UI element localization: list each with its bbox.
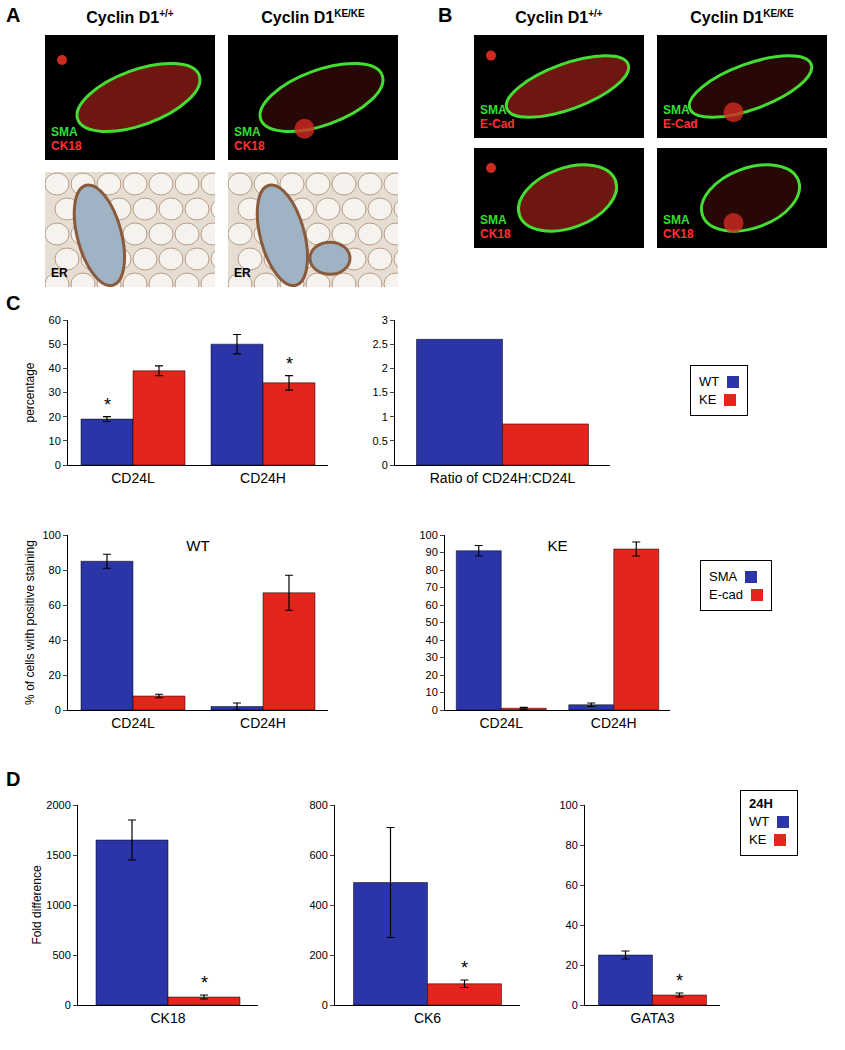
- svg-text:30: 30: [426, 651, 438, 663]
- html-text:E-cad: E-cad: [709, 587, 743, 602]
- svg-text:90: 90: [426, 546, 438, 558]
- html-text:24H: 24H: [749, 796, 773, 811]
- svg-text:CD24L: CD24L: [479, 715, 523, 731]
- svg-text:*: *: [104, 395, 111, 415]
- svg-text:80: 80: [566, 839, 578, 851]
- html-text:B: B: [438, 4, 453, 26]
- svg-text:CD24H: CD24H: [240, 715, 286, 731]
- svg-text:CD24H: CD24H: [240, 470, 286, 486]
- svg-text:KE: KE: [547, 537, 567, 554]
- svg-text:1500: 1500: [46, 849, 70, 861]
- svg-text:40: 40: [49, 634, 61, 646]
- html-text:CK18: CK18: [663, 227, 694, 241]
- svg-text:1: 1: [382, 411, 388, 423]
- html-text:CK18: CK18: [234, 139, 265, 153]
- svg-text:60: 60: [49, 314, 61, 326]
- svg-text:CD24L: CD24L: [111, 715, 155, 731]
- html-text:KE: KE: [749, 832, 767, 847]
- svg-text:CK18: CK18: [150, 1010, 185, 1026]
- html-text:SMA: SMA: [663, 103, 690, 117]
- html-text:A: A: [6, 4, 21, 26]
- svg-text:2.5: 2.5: [373, 338, 388, 350]
- svg-text:*: *: [201, 973, 208, 993]
- svg-text:0: 0: [322, 999, 328, 1011]
- svg-text:2000: 2000: [46, 799, 70, 811]
- svg-text:20: 20: [49, 411, 61, 423]
- svg-text:Ratio of CD24H:CD24L: Ratio of CD24H:CD24L: [430, 470, 576, 486]
- svg-text:CD24L: CD24L: [111, 470, 155, 486]
- svg-text:100: 100: [559, 799, 577, 811]
- svg-text:200: 200: [309, 949, 327, 961]
- svg-text:10: 10: [426, 686, 438, 698]
- html-text:D: D: [6, 768, 21, 790]
- svg-text:500: 500: [52, 949, 70, 961]
- svg-text:80: 80: [426, 564, 438, 576]
- svg-text:0: 0: [55, 459, 61, 471]
- svg-text:70: 70: [426, 581, 438, 593]
- html-text:WT: WT: [749, 814, 770, 829]
- svg-text:50: 50: [426, 616, 438, 628]
- svg-text:50: 50: [49, 338, 61, 350]
- html-text:E-Cad: E-Cad: [480, 117, 515, 131]
- svg-text:% of cells with positive stain: % of cells with positive staining: [23, 540, 37, 705]
- svg-text:600: 600: [309, 849, 327, 861]
- html-text:SMA: SMA: [709, 569, 738, 584]
- svg-text:400: 400: [309, 899, 327, 911]
- html-text:KE: KE: [699, 392, 717, 407]
- svg-text:40: 40: [566, 919, 578, 931]
- html-text:CK18: CK18: [480, 227, 511, 241]
- svg-text:0: 0: [432, 704, 438, 716]
- svg-text:60: 60: [49, 599, 61, 611]
- svg-text:1.5: 1.5: [373, 386, 388, 398]
- svg-text:0: 0: [65, 999, 71, 1011]
- html-text:CK18: CK18: [51, 139, 82, 153]
- svg-text:40: 40: [49, 362, 61, 374]
- html-text:Cyclin D1+/+: Cyclin D1+/+: [86, 8, 174, 27]
- svg-text:*: *: [676, 971, 683, 991]
- svg-text:percentage: percentage: [23, 362, 37, 422]
- svg-text:40: 40: [426, 634, 438, 646]
- html-text:ER: ER: [234, 266, 251, 280]
- html-text:E-Cad: E-Cad: [663, 117, 698, 131]
- html-text:Cyclin D1KE/KE: Cyclin D1KE/KE: [690, 8, 794, 27]
- svg-text:1000: 1000: [46, 899, 70, 911]
- svg-text:*: *: [461, 958, 468, 978]
- svg-text:30: 30: [49, 386, 61, 398]
- html-text:SMA: SMA: [480, 213, 507, 227]
- html-text:SMA: SMA: [663, 213, 690, 227]
- svg-text:20: 20: [49, 669, 61, 681]
- svg-text:0: 0: [55, 704, 61, 716]
- svg-text:0: 0: [382, 459, 388, 471]
- html-text:ER: ER: [51, 266, 68, 280]
- svg-text:20: 20: [426, 669, 438, 681]
- svg-text:WT: WT: [186, 537, 209, 554]
- html-text:SMA: SMA: [480, 103, 507, 117]
- svg-text:Fold difference: Fold difference: [30, 865, 44, 944]
- html-text:Cyclin D1KE/KE: Cyclin D1KE/KE: [261, 8, 365, 27]
- svg-text:100: 100: [42, 529, 60, 541]
- svg-text:CD24H: CD24H: [591, 715, 637, 731]
- svg-text:800: 800: [309, 799, 327, 811]
- svg-text:2: 2: [382, 362, 388, 374]
- svg-text:100: 100: [419, 529, 437, 541]
- html-text:WT: WT: [699, 374, 720, 389]
- svg-text:*: *: [286, 354, 293, 374]
- html-text:Cyclin D1+/+: Cyclin D1+/+: [515, 8, 603, 27]
- html-text:SMA: SMA: [51, 125, 78, 139]
- html-text:C: C: [6, 292, 21, 314]
- svg-text:GATA3: GATA3: [631, 1010, 675, 1026]
- svg-text:10: 10: [49, 435, 61, 447]
- svg-text:0: 0: [572, 999, 578, 1011]
- svg-text:20: 20: [566, 959, 578, 971]
- svg-text:CK6: CK6: [414, 1010, 441, 1026]
- svg-text:80: 80: [49, 564, 61, 576]
- svg-text:60: 60: [566, 879, 578, 891]
- svg-text:3: 3: [382, 314, 388, 326]
- html-text:SMA: SMA: [234, 125, 261, 139]
- svg-text:0.5: 0.5: [373, 435, 388, 447]
- svg-text:60: 60: [426, 599, 438, 611]
